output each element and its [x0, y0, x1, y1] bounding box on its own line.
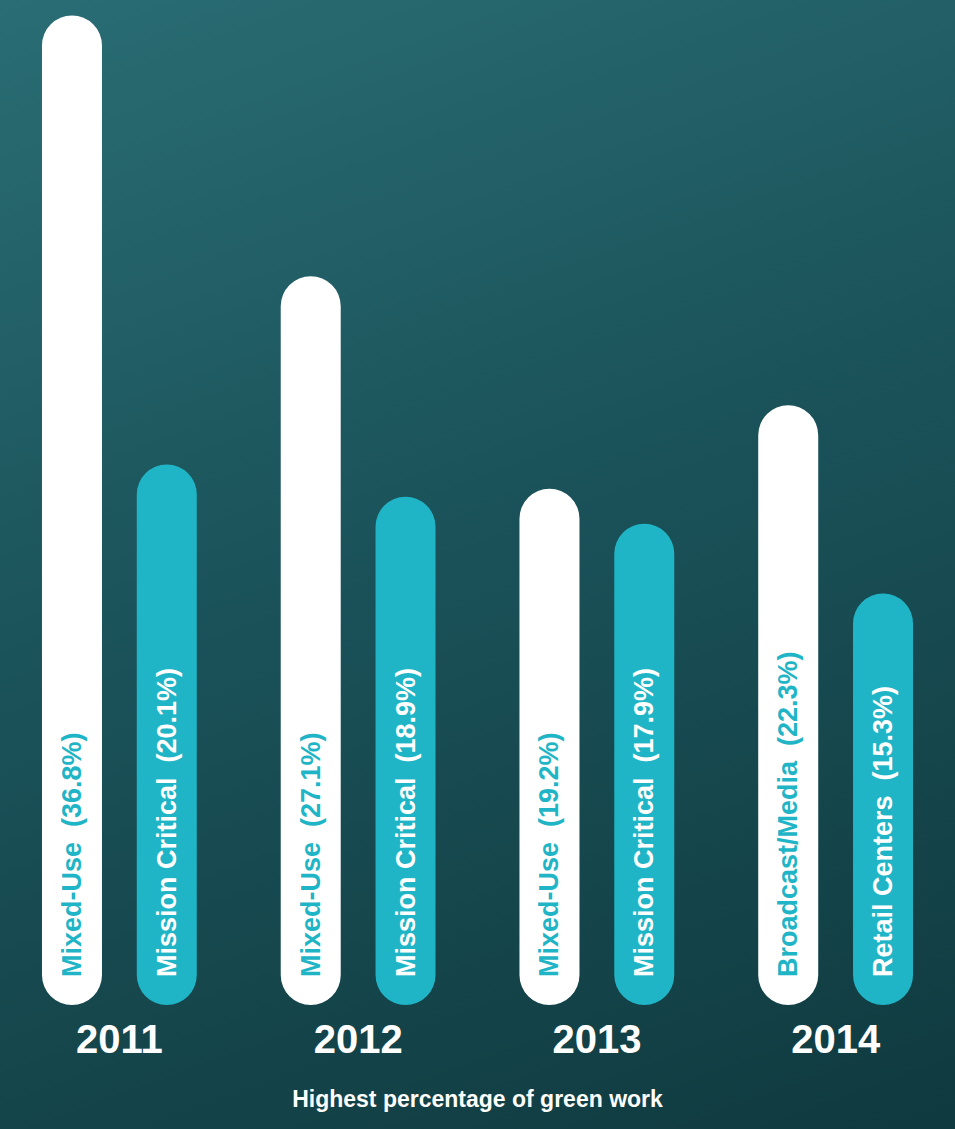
svg-text:Mission Critical (20.1%): Mission Critical (20.1%): [152, 668, 182, 977]
svg-text:Mission Critical (18.9%): Mission Critical (18.9%): [391, 668, 421, 977]
svg-text:Broadcast/Media (22.3%): Broadcast/Media (22.3%): [773, 651, 803, 977]
svg-text:Mixed-Use (36.8%): Mixed-Use (36.8%): [57, 732, 87, 977]
svg-text:2011: 2011: [76, 1017, 163, 1061]
svg-text:Mixed-Use (27.1%): Mixed-Use (27.1%): [296, 732, 326, 977]
svg-text:2014: 2014: [791, 1017, 881, 1061]
svg-text:Mixed-Use (19.2%): Mixed-Use (19.2%): [534, 732, 564, 977]
svg-text:Mission Critical (17.9%): Mission Critical (17.9%): [629, 668, 659, 977]
svg-text:Highest percentage of green wo: Highest percentage of green work: [292, 1086, 663, 1112]
svg-text:2013: 2013: [552, 1017, 641, 1061]
svg-text:Retail Centers (15.3%): Retail Centers (15.3%): [868, 686, 898, 977]
svg-text:2012: 2012: [314, 1017, 403, 1061]
